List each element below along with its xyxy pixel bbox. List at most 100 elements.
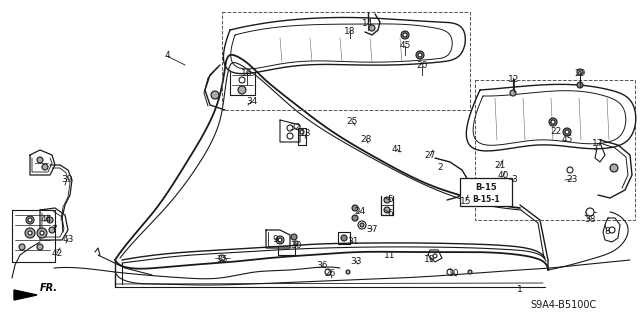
- Circle shape: [433, 254, 437, 258]
- Text: 35: 35: [216, 255, 228, 263]
- Text: 13: 13: [300, 130, 312, 138]
- Circle shape: [567, 167, 573, 173]
- Text: 44: 44: [40, 214, 52, 224]
- Circle shape: [300, 130, 304, 134]
- Text: 38: 38: [584, 214, 596, 224]
- Text: 21: 21: [494, 161, 506, 170]
- Text: 33: 33: [350, 256, 362, 265]
- Circle shape: [384, 207, 390, 213]
- Circle shape: [358, 221, 366, 229]
- Circle shape: [360, 223, 364, 227]
- Circle shape: [577, 69, 583, 75]
- Circle shape: [565, 130, 569, 134]
- Text: B-15-1: B-15-1: [472, 196, 500, 204]
- FancyBboxPatch shape: [460, 178, 512, 206]
- Text: 37: 37: [366, 225, 378, 234]
- Text: 28: 28: [360, 135, 372, 144]
- Text: 5: 5: [387, 196, 393, 204]
- Circle shape: [37, 157, 43, 163]
- Text: 2: 2: [437, 164, 443, 173]
- Text: FR.: FR.: [40, 283, 58, 293]
- Circle shape: [341, 235, 347, 241]
- Text: 36: 36: [316, 262, 328, 271]
- Text: 11: 11: [384, 251, 396, 261]
- Text: 14: 14: [362, 19, 374, 27]
- Circle shape: [352, 215, 358, 221]
- Circle shape: [403, 33, 407, 37]
- Text: 8: 8: [604, 226, 610, 235]
- Circle shape: [278, 238, 282, 242]
- Circle shape: [291, 234, 297, 240]
- Circle shape: [468, 270, 472, 274]
- Text: 20: 20: [416, 62, 428, 70]
- Text: S9A4-B5100C: S9A4-B5100C: [530, 300, 596, 310]
- Text: 43: 43: [62, 234, 74, 243]
- Text: 6: 6: [387, 209, 393, 218]
- Circle shape: [563, 128, 571, 136]
- Circle shape: [47, 217, 53, 223]
- Circle shape: [287, 133, 293, 139]
- Circle shape: [28, 218, 32, 222]
- Text: 15: 15: [460, 197, 472, 205]
- Text: 7: 7: [51, 225, 57, 234]
- Text: 18: 18: [344, 26, 356, 35]
- Text: 32: 32: [289, 123, 301, 132]
- Circle shape: [49, 227, 55, 233]
- Text: 9: 9: [272, 234, 278, 243]
- Text: 30: 30: [291, 241, 301, 250]
- Text: 39: 39: [61, 174, 73, 183]
- Circle shape: [577, 82, 583, 88]
- Text: 12: 12: [508, 75, 520, 84]
- Circle shape: [287, 125, 293, 131]
- Circle shape: [384, 197, 390, 203]
- Circle shape: [610, 164, 618, 172]
- Text: 34: 34: [246, 97, 258, 106]
- Text: 29: 29: [574, 69, 586, 78]
- Polygon shape: [14, 290, 37, 300]
- Circle shape: [26, 216, 34, 224]
- Text: 10: 10: [448, 269, 460, 278]
- Text: 1: 1: [517, 286, 523, 294]
- Circle shape: [238, 86, 246, 94]
- Circle shape: [239, 77, 245, 83]
- Circle shape: [369, 25, 375, 31]
- Circle shape: [37, 228, 47, 238]
- Circle shape: [551, 120, 555, 124]
- Text: 45: 45: [399, 41, 411, 50]
- Circle shape: [346, 270, 350, 274]
- Text: 24: 24: [355, 206, 365, 216]
- Text: 23: 23: [566, 174, 578, 183]
- Circle shape: [28, 231, 32, 235]
- Circle shape: [609, 227, 615, 233]
- Text: 17: 17: [592, 139, 604, 149]
- Circle shape: [418, 53, 422, 57]
- Circle shape: [42, 164, 48, 170]
- Circle shape: [294, 241, 298, 245]
- Circle shape: [586, 208, 594, 216]
- Circle shape: [549, 118, 557, 126]
- Text: 31: 31: [348, 236, 359, 246]
- Circle shape: [510, 90, 516, 96]
- Circle shape: [211, 91, 219, 99]
- Circle shape: [416, 51, 424, 59]
- Circle shape: [19, 244, 25, 250]
- Text: 45: 45: [561, 135, 573, 144]
- Text: 22: 22: [550, 127, 562, 136]
- Circle shape: [219, 255, 225, 261]
- Text: 40: 40: [497, 172, 509, 181]
- Text: 3: 3: [511, 175, 517, 184]
- Circle shape: [40, 231, 44, 235]
- Circle shape: [276, 236, 284, 244]
- Text: B-15: B-15: [475, 183, 497, 192]
- Circle shape: [352, 205, 358, 211]
- Text: 42: 42: [51, 249, 63, 257]
- Text: 16: 16: [241, 69, 253, 78]
- Circle shape: [37, 244, 43, 250]
- Circle shape: [25, 228, 35, 238]
- Text: 26: 26: [324, 269, 336, 278]
- Text: 27: 27: [424, 152, 436, 160]
- Circle shape: [401, 31, 409, 39]
- Text: 4: 4: [164, 51, 170, 61]
- Circle shape: [325, 269, 331, 275]
- Text: 25: 25: [346, 116, 358, 125]
